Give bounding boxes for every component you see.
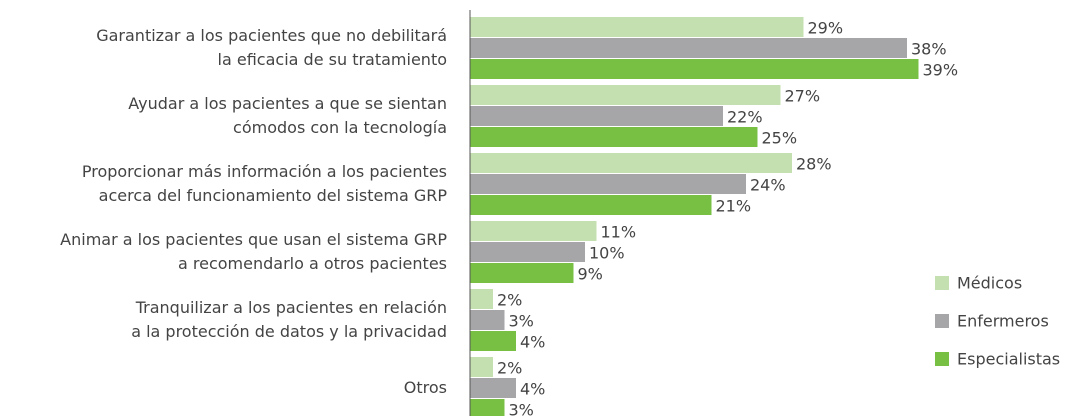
bar — [470, 263, 574, 283]
value-label: 21% — [716, 197, 752, 216]
value-label: 22% — [727, 108, 763, 127]
legend-label: Enfermeros — [957, 312, 1049, 331]
value-label: 38% — [911, 40, 947, 59]
value-label: 4% — [520, 333, 545, 352]
category-label: Otros — [403, 378, 447, 397]
value-label: 25% — [762, 129, 798, 148]
value-label: 4% — [520, 380, 545, 399]
category-label: Proporcionar más información a los pacie… — [81, 162, 447, 205]
bar — [470, 106, 723, 126]
bar — [470, 289, 493, 309]
bar — [470, 127, 758, 147]
value-label: 10% — [589, 244, 625, 263]
legend-swatch — [935, 352, 949, 366]
legend-label: Especialistas — [957, 350, 1060, 369]
category-label: Tranquilizar a los pacientes en relación… — [131, 298, 447, 341]
bar — [470, 378, 516, 398]
bar — [470, 85, 781, 105]
value-label: 29% — [808, 19, 844, 38]
legend-swatch — [935, 276, 949, 290]
value-label: 2% — [497, 359, 522, 378]
bar — [470, 195, 712, 215]
bar — [470, 17, 804, 37]
legend-label: Médicos — [957, 274, 1022, 293]
bar — [470, 174, 746, 194]
value-label: 11% — [601, 223, 637, 242]
value-label: 24% — [750, 176, 786, 195]
category-label: Animar a los pacientes que usan el siste… — [60, 230, 447, 273]
value-label: 9% — [578, 265, 603, 284]
bar — [470, 399, 505, 416]
value-label: 27% — [785, 87, 821, 106]
bar — [470, 310, 505, 330]
bar — [470, 357, 493, 377]
bar — [470, 38, 907, 58]
legend-swatch — [935, 314, 949, 328]
bar — [470, 59, 919, 79]
bar — [470, 242, 585, 262]
value-label: 2% — [497, 291, 522, 310]
category-label: Ayudar a los pacientes a que se sientan … — [128, 94, 447, 137]
value-label: 3% — [509, 312, 534, 331]
bar — [470, 331, 516, 351]
value-label: 39% — [923, 61, 959, 80]
category-label: Garantizar a los pacientes que no debili… — [96, 26, 447, 69]
bar — [470, 221, 597, 241]
value-label: 28% — [796, 155, 832, 174]
bar — [470, 153, 792, 173]
value-label: 3% — [509, 401, 534, 416]
